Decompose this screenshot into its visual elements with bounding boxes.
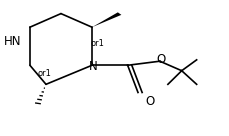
Text: HN: HN [4,35,21,48]
Text: N: N [88,60,97,73]
Text: O: O [156,53,165,66]
Text: or1: or1 [38,69,52,78]
Polygon shape [92,12,121,27]
Text: O: O [144,95,154,108]
Text: or1: or1 [90,39,104,48]
